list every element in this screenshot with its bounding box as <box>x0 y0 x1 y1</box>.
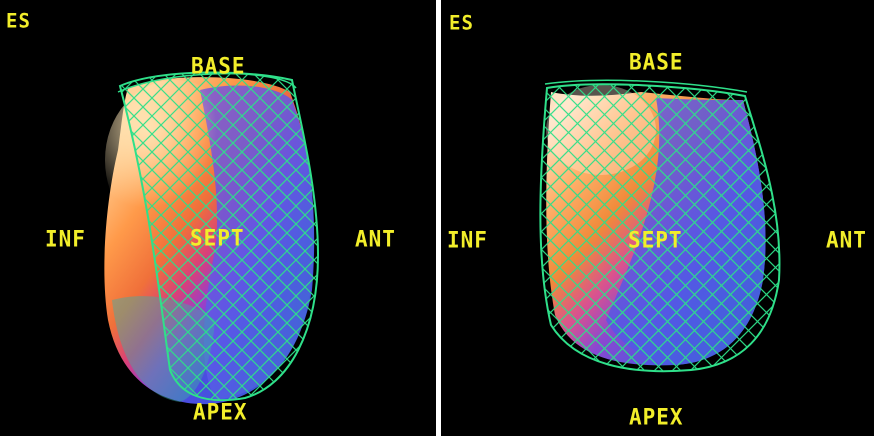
right-septal-label: SEPT <box>628 227 683 253</box>
left-apex-label: APEX <box>193 399 248 425</box>
right-anterior-label: ANT <box>826 227 867 253</box>
panel-divider <box>436 0 441 436</box>
right-inferior-label: INF <box>447 227 488 253</box>
right-phase-label: ES <box>449 11 474 35</box>
left-anterior-label: ANT <box>355 226 396 252</box>
left-septal-label: SEPT <box>190 225 245 251</box>
left-heart-panel: ES BASE SEPT INF ANT APEX <box>0 0 436 436</box>
left-phase-label: ES <box>6 9 31 33</box>
left-base-label: BASE <box>191 53 246 79</box>
left-inferior-label: INF <box>45 226 86 252</box>
left-ventricle-render <box>104 71 320 405</box>
right-base-label: BASE <box>629 49 684 75</box>
right-wireframe-mesh <box>540 84 780 372</box>
right-heart-panel: ES BASE SEPT INF ANT APEX <box>441 0 874 436</box>
right-ventricle-render <box>539 79 781 373</box>
right-apex-label: APEX <box>629 404 684 430</box>
